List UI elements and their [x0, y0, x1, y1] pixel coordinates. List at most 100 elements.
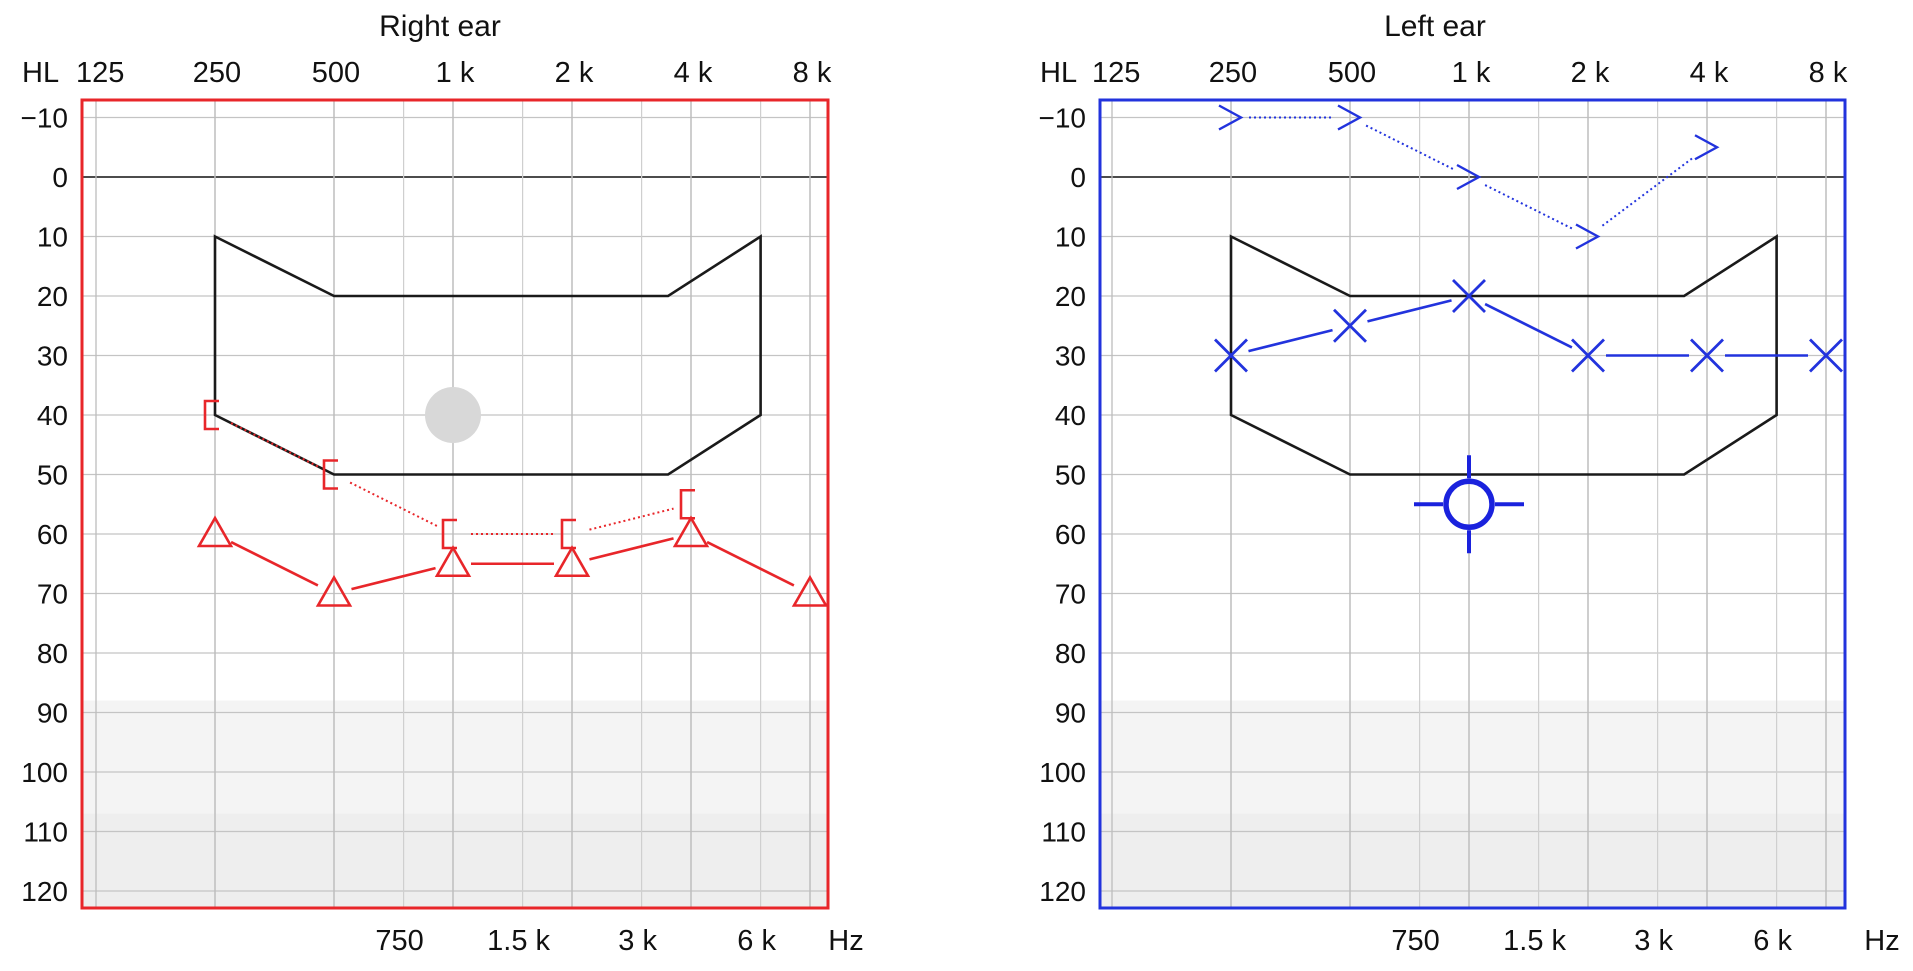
- y-tick-label: −10: [1039, 103, 1087, 134]
- x-tick-label: 4 k: [1690, 57, 1729, 89]
- series-line: [589, 507, 674, 531]
- y-tick-label: 50: [1055, 460, 1086, 491]
- chevron-marker: [1337, 104, 1363, 131]
- x-tick-label: 500: [1328, 57, 1376, 89]
- y-tick-label: 20: [1055, 281, 1086, 312]
- x-tick-label: 8 k: [793, 57, 832, 89]
- cross-marker: [1809, 338, 1843, 373]
- plot-shading: [1100, 813, 1845, 908]
- y-tick-label: 120: [1039, 876, 1086, 907]
- bracket-marker: [679, 488, 695, 520]
- x-tick-label: 1.5 k: [1503, 925, 1566, 957]
- right-ear-hl-label: HL: [22, 57, 59, 89]
- y-tick-label: 110: [1041, 817, 1086, 848]
- x-tick-label: 2 k: [555, 57, 594, 89]
- speech-banana: [1229, 234, 1778, 476]
- y-tick-label: 60: [37, 519, 68, 550]
- left-ear-hz-label: Hz: [1864, 925, 1899, 957]
- y-tick-label: 80: [37, 638, 68, 669]
- triangle-marker: [672, 515, 710, 548]
- y-tick-label: 80: [1055, 638, 1086, 669]
- series-line: [1365, 124, 1454, 170]
- chevron-marker: [1218, 104, 1244, 131]
- y-tick-label: 70: [37, 579, 68, 610]
- triangle-marker: [196, 515, 234, 548]
- x-tick-label: 1.5 k: [487, 925, 550, 957]
- y-tick-label: 30: [37, 341, 68, 372]
- y-tick-label: 120: [21, 876, 68, 907]
- series-line: [230, 540, 319, 587]
- x-tick-label: 250: [1209, 57, 1257, 89]
- chevron-marker: [1694, 134, 1720, 161]
- chevron-marker: [1575, 223, 1601, 250]
- y-tick-label: 110: [23, 817, 68, 848]
- cross-marker: [1452, 279, 1486, 313]
- x-tick-label: 1 k: [1452, 57, 1491, 89]
- series-line: [1484, 184, 1573, 230]
- x-tick-label: 4 k: [674, 57, 713, 89]
- left-ear-title: Left ear: [1384, 10, 1486, 43]
- y-tick-label: 10: [1055, 222, 1086, 253]
- cross-marker: [1214, 338, 1248, 373]
- y-tick-label: 10: [37, 222, 68, 253]
- cross-marker: [1690, 338, 1724, 373]
- right-ear-title: Right ear: [379, 10, 501, 43]
- y-tick-label: 40: [37, 400, 68, 431]
- y-tick-label: 100: [1039, 757, 1086, 788]
- y-tick-label: 50: [37, 460, 68, 491]
- x-tick-label: 6 k: [1753, 925, 1792, 957]
- y-tick-label: 70: [1055, 579, 1086, 610]
- triangle-marker: [315, 574, 353, 607]
- x-tick-label: 1 k: [436, 57, 475, 89]
- x-tick-label: 2 k: [1571, 57, 1610, 89]
- x-tick-label: 3 k: [1634, 925, 1673, 957]
- cross-marker: [1333, 308, 1367, 343]
- y-tick-label: 40: [1055, 400, 1086, 431]
- y-tick-label: 0: [1070, 162, 1086, 193]
- right-ear-hz-label: Hz: [828, 925, 863, 957]
- bracket-marker: [203, 399, 219, 431]
- y-tick-label: 0: [52, 162, 68, 193]
- cross-marker: [1571, 338, 1605, 373]
- bracket-marker: [322, 459, 338, 490]
- x-tick-label: 250: [193, 57, 241, 89]
- y-tick-label: 100: [21, 757, 68, 788]
- series-line: [349, 481, 438, 527]
- left-ear-hl-label: HL: [1040, 57, 1077, 89]
- bracket-marker: [560, 518, 576, 550]
- x-tick-label: 125: [1092, 57, 1140, 89]
- series-line: [1248, 328, 1333, 353]
- x-tick-label: 750: [375, 925, 423, 957]
- triangle-marker: [434, 545, 472, 578]
- x-tick-label: 8 k: [1809, 57, 1848, 89]
- y-tick-label: −10: [21, 103, 69, 134]
- series-line: [230, 422, 319, 468]
- chevron-marker: [1456, 163, 1482, 191]
- plot-shading: [82, 813, 828, 908]
- right-ear-panel: Right ear HL Hz 125 250 50 0 1 k 2 k 4 k 8 k 750…: [21, 10, 864, 957]
- triangle-marker: [553, 545, 591, 578]
- y-tick-label: 90: [1055, 698, 1086, 729]
- x-tick-label: 125: [76, 57, 124, 89]
- y-tick-label: 20: [37, 281, 68, 312]
- x-tick-label: 3 k: [618, 925, 657, 957]
- plot-frame: [80, 98, 830, 910]
- y-tick-label: 30: [1055, 341, 1086, 372]
- y-tick-label: 90: [37, 698, 68, 729]
- circle-marker: [425, 387, 481, 443]
- x-tick-label: 6 k: [737, 925, 776, 957]
- triangle-marker: [791, 574, 829, 607]
- series-line: [351, 566, 436, 591]
- y-tick-label: 60: [1055, 519, 1086, 550]
- crosshair-marker: [1443, 478, 1495, 530]
- plot-frame: [1098, 98, 1847, 910]
- crosshair-marker: [1414, 455, 1524, 554]
- series-line: [589, 537, 674, 561]
- series-line: [1601, 157, 1694, 227]
- series-line: [1367, 299, 1452, 323]
- bracket-marker: [441, 518, 457, 550]
- series-line: [706, 540, 795, 587]
- x-tick-label: 750: [1391, 925, 1439, 957]
